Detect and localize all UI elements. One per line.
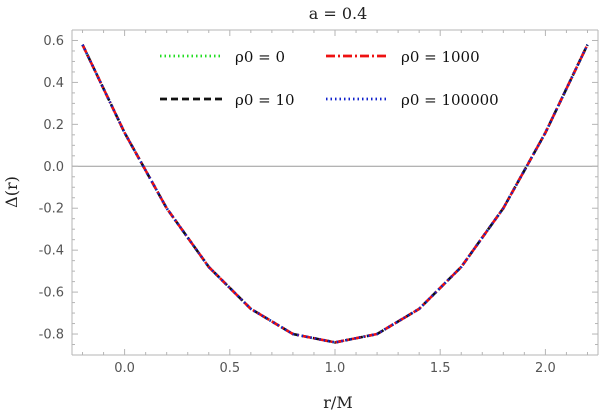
x-tick-label: 1.0 [325, 361, 346, 376]
series-line [81, 44, 589, 344]
y-tick-label: -0.6 [39, 286, 64, 301]
axis-ticks: 0.0 0.5 1.0 1.5 2.0 0.6 0.4 0.2 0.0 -0.2 -0.4 -0.6 -… [39, 30, 598, 376]
y-tick-label: 0.0 [43, 160, 64, 175]
y-tick-label: 0.4 [43, 76, 64, 91]
y-tick-label: -0.8 [39, 328, 64, 343]
y-axis-title: Δ(r) [2, 176, 21, 208]
x-tick-label: 0.0 [114, 361, 135, 376]
legend-label: ρ0 = 10 [235, 91, 295, 109]
y-tick-label: -0.4 [39, 244, 64, 259]
y-tick-label: 0.6 [43, 34, 64, 49]
plot-frame [71, 29, 599, 356]
y-tick-label: -0.2 [39, 202, 64, 217]
x-axis-title: r/M [323, 393, 352, 412]
x-tick-label: 2.0 [535, 361, 556, 376]
legend-label: ρ0 = 1000 [401, 48, 480, 66]
x-tick-label: 0.5 [219, 361, 240, 376]
legend: ρ0 = 0 ρ0 = 1000 ρ0 = 10 ρ0 = 100000 [160, 48, 499, 109]
legend-label: ρ0 = 100000 [401, 91, 499, 109]
legend-label: ρ0 = 0 [235, 48, 285, 66]
chart-title: a = 0.4 [309, 4, 368, 23]
series-layer [81, 44, 589, 344]
y-tick-label: 0.2 [43, 118, 64, 133]
x-tick-label: 1.5 [430, 361, 451, 376]
